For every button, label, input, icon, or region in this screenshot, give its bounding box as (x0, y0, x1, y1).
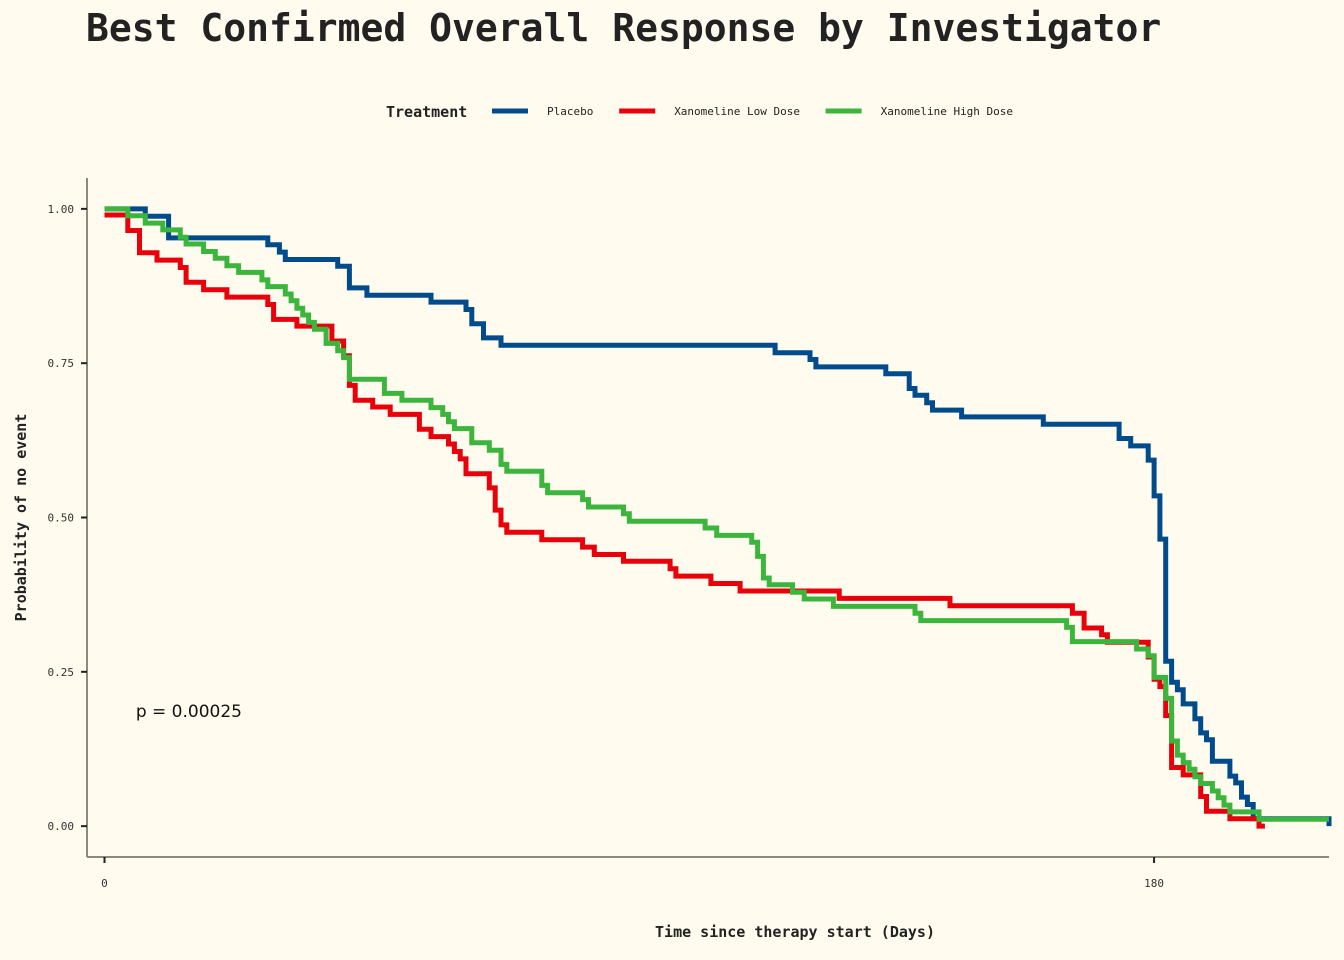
y-axis-title: Probability of no event (12, 414, 30, 622)
series-line-3 (104, 206, 1329, 822)
legend-title: Treatment (386, 103, 467, 121)
y-tick-label: 0.00 (48, 820, 75, 833)
series-line-1 (104, 206, 1332, 827)
x-tick-label: 180 (1144, 877, 1164, 890)
p-value-annotation: p = 0.00025 (136, 702, 242, 722)
legend: Treatment Placebo Xanomeline Low Dose Xanom… (386, 103, 1013, 121)
y-tick-label: 0.75 (48, 357, 75, 370)
legend-label-1: Placebo (547, 105, 593, 118)
y-tick-label: 0.25 (48, 666, 75, 679)
legend-label-2: Xanomeline Low Dose (674, 105, 800, 118)
y-tick-label: 1.00 (48, 203, 75, 216)
y-tick-label: 0.50 (48, 512, 75, 525)
legend-label-3: Xanomeline High Dose (881, 105, 1013, 118)
x-axis-title: Time since therapy start (Days) (655, 923, 935, 941)
chart-title: Best Confirmed Overall Response by Inves… (86, 6, 1162, 50)
x-tick-label: 0 (101, 877, 108, 890)
